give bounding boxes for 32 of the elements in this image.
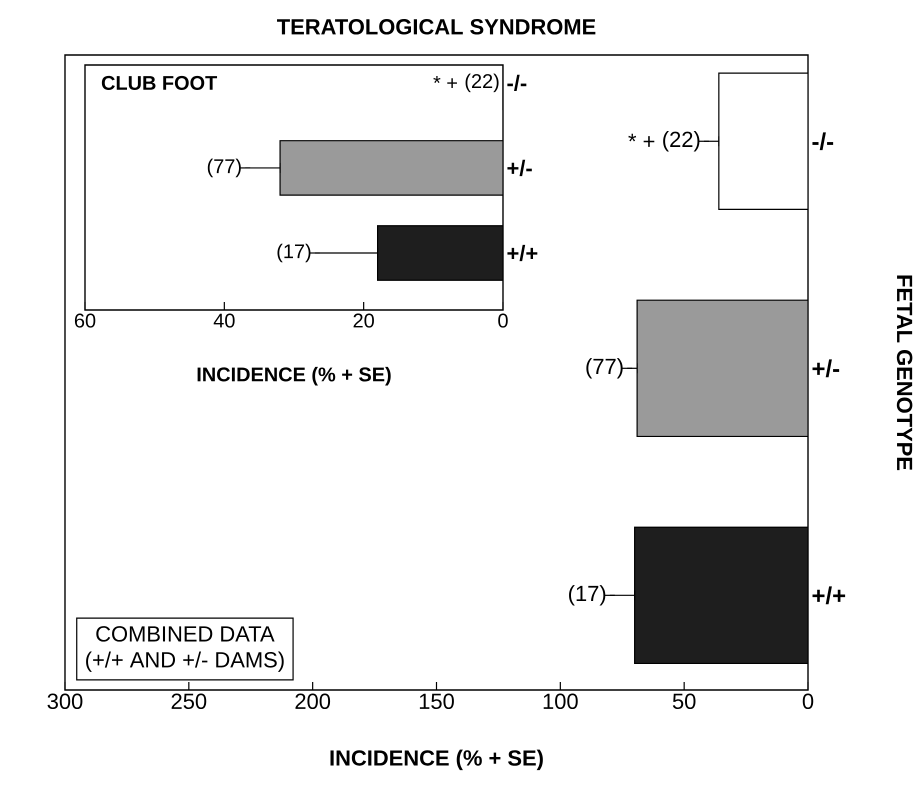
y-axis-title: FETAL GENOTYPE — [896, 276, 912, 470]
annotation: (22) — [466, 74, 499, 92]
y-tick-label: -/- — [507, 74, 526, 92]
y-tick-label: +/- — [507, 160, 532, 176]
annotation: (17) — [569, 585, 606, 606]
x-axis-title: INCIDENCE (% + SE) — [198, 366, 391, 386]
annotation: (22) — [663, 131, 700, 152]
x-tick-label: 40 — [214, 314, 235, 328]
y-tick-label: +/+ — [812, 586, 846, 604]
x-tick-label: 100 — [544, 694, 578, 710]
annotation: (+/+ AND +/- DAMS) — [86, 651, 284, 672]
x-tick-label: 200 — [295, 694, 330, 710]
annotation: * + — [433, 76, 457, 88]
x-tick-label: 250 — [172, 694, 206, 710]
x-tick-label: 0 — [498, 314, 508, 328]
annotation: (77) — [208, 158, 241, 178]
y-tick-label: +/- — [812, 359, 840, 378]
x-axis-title: INCIDENCE (% + SE) — [330, 750, 543, 770]
x-tick-label: 50 — [672, 694, 696, 710]
annotation: COMBINED DATA — [96, 626, 275, 642]
y-tick-label: +/+ — [507, 244, 538, 262]
annotation: (77) — [586, 358, 623, 379]
chart-title: CLUB FOOT — [102, 76, 218, 90]
x-tick-label: 150 — [420, 694, 454, 710]
annotation: (17) — [277, 244, 310, 262]
chart-title: TERATOLOGICAL SYNDROME — [277, 19, 596, 35]
x-tick-label: 20 — [354, 314, 374, 328]
annotation: * + — [628, 134, 654, 147]
x-tick-label: 300 — [48, 694, 82, 710]
y-tick-label: -/- — [812, 132, 834, 150]
x-tick-label: 60 — [74, 314, 96, 328]
x-tick-label: 0 — [802, 694, 814, 710]
